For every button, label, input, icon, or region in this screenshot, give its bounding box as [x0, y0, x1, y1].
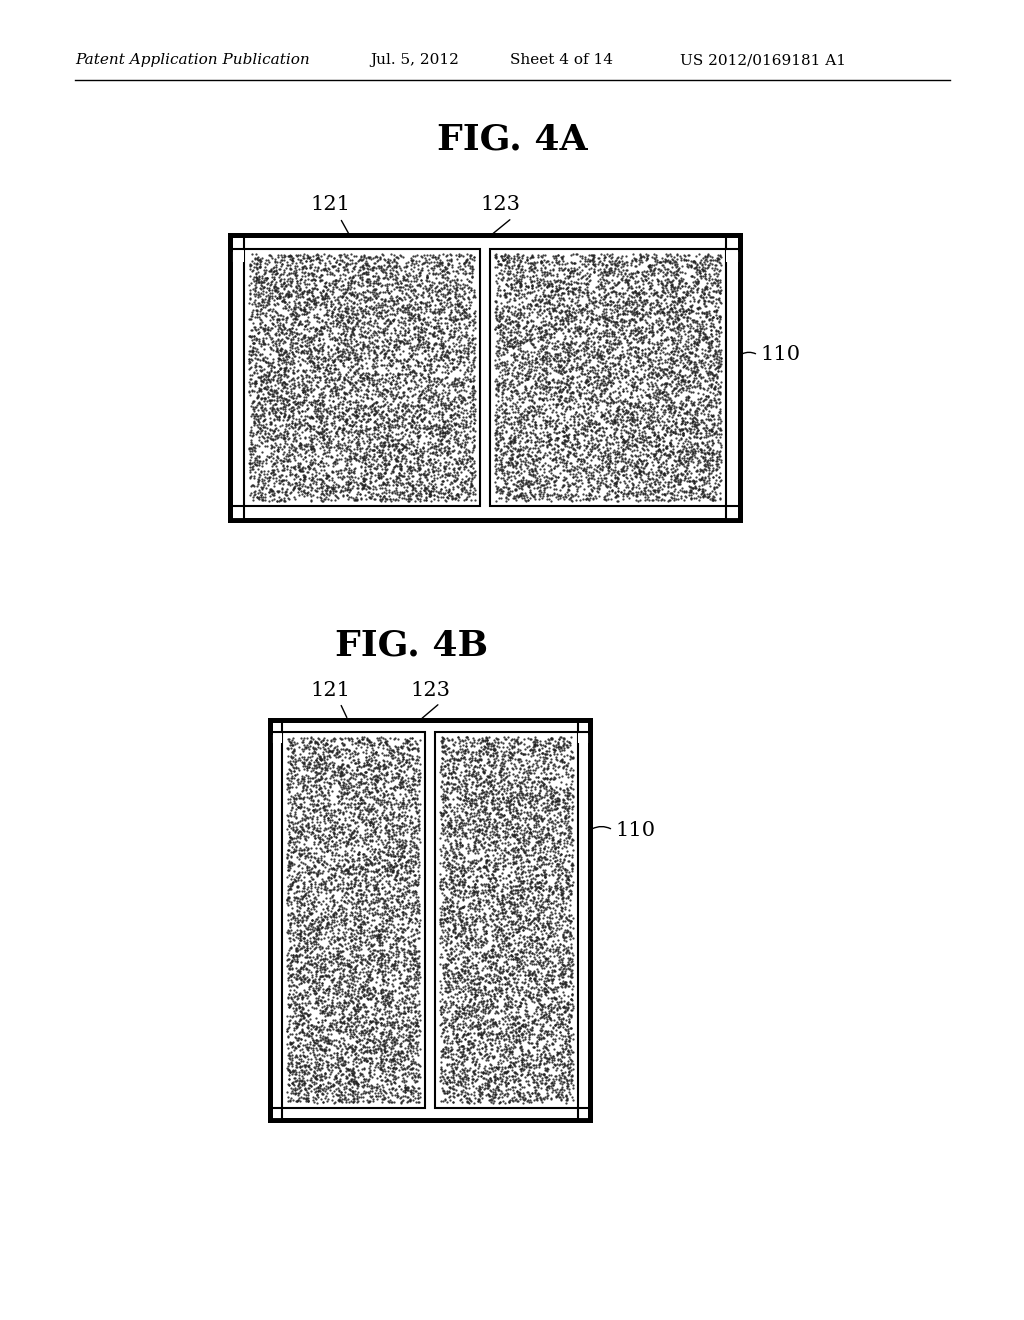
Bar: [282, 733, 425, 1107]
Text: 123: 123: [410, 681, 450, 700]
Text: 123: 123: [480, 195, 520, 214]
Bar: [230, 248, 244, 261]
Text: FIG. 4A: FIG. 4A: [436, 123, 588, 157]
Bar: [578, 731, 590, 743]
Bar: [490, 249, 726, 506]
Text: Jul. 5, 2012: Jul. 5, 2012: [370, 53, 459, 67]
Bar: [578, 1107, 590, 1119]
Text: 110: 110: [615, 821, 655, 840]
Text: FIG. 4B: FIG. 4B: [336, 628, 488, 663]
Bar: [230, 235, 740, 520]
Text: Patent Application Publication: Patent Application Publication: [75, 53, 309, 67]
Bar: [270, 719, 590, 1119]
Bar: [435, 733, 578, 1107]
Text: Sheet 4 of 14: Sheet 4 of 14: [510, 53, 613, 67]
Bar: [230, 235, 740, 520]
Bar: [270, 731, 282, 743]
Text: US 2012/0169181 A1: US 2012/0169181 A1: [680, 53, 846, 67]
Bar: [726, 506, 740, 519]
Text: 121: 121: [310, 681, 350, 700]
Text: 110: 110: [760, 346, 800, 364]
Bar: [230, 506, 244, 519]
Bar: [726, 248, 740, 261]
Bar: [270, 1107, 282, 1119]
Text: 121: 121: [310, 195, 350, 214]
Bar: [244, 249, 480, 506]
Bar: [270, 719, 590, 1119]
